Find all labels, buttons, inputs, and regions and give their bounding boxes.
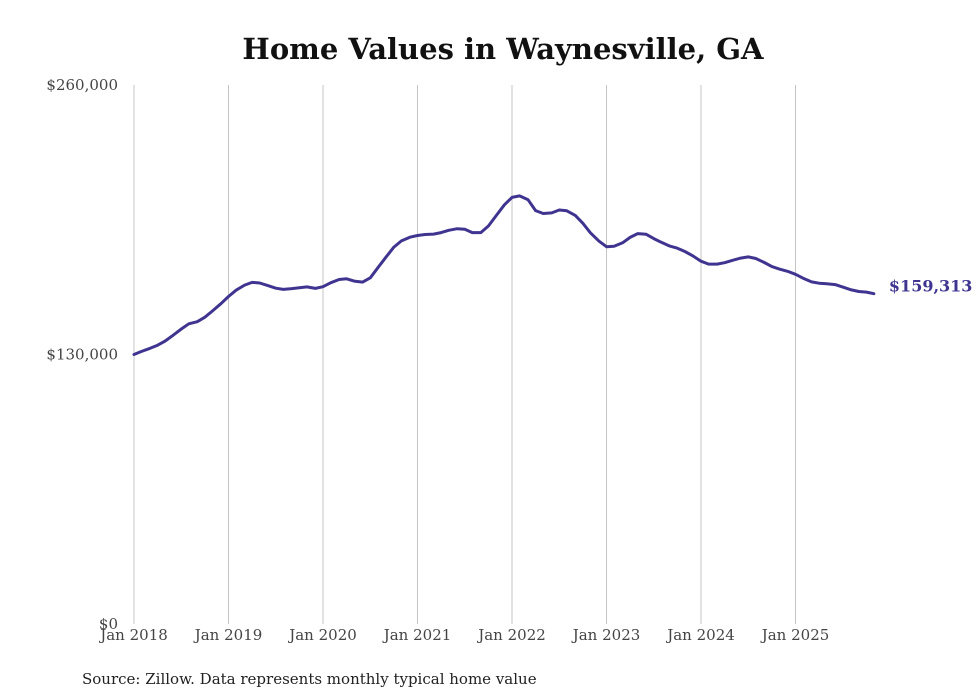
x-tick-label: Jan 2018 bbox=[98, 626, 168, 644]
x-tick-label: Jan 2022 bbox=[476, 626, 546, 644]
x-tick-label: Jan 2019 bbox=[193, 626, 263, 644]
y-axis-ticks: $0 $130,000 $260,000 bbox=[46, 76, 118, 633]
y-tick-label: $0 bbox=[99, 615, 118, 633]
source-note: Source: Zillow. Data represents monthly … bbox=[82, 670, 537, 688]
gridlines bbox=[133, 85, 796, 624]
x-tick-label: Jan 2023 bbox=[571, 626, 641, 644]
y-tick-label: $260,000 bbox=[46, 76, 118, 94]
x-axis-ticks: Jan 2018 Jan 2019 Jan 2020 Jan 2021 Jan 2022… bbox=[98, 626, 829, 644]
x-tick-label: Jan 2021 bbox=[382, 626, 452, 644]
x-tick-label: Jan 2024 bbox=[665, 626, 735, 644]
series-group: $159,313 bbox=[132, 194, 973, 356]
chart-title: Home Values in Waynesville, GA bbox=[242, 32, 764, 66]
x-tick-label: Jan 2020 bbox=[287, 626, 357, 644]
x-tick-label: Jan 2025 bbox=[760, 626, 830, 644]
series-line bbox=[132, 194, 876, 356]
y-tick-label: $130,000 bbox=[46, 346, 118, 364]
series-end-label: $159,313 bbox=[889, 277, 973, 296]
